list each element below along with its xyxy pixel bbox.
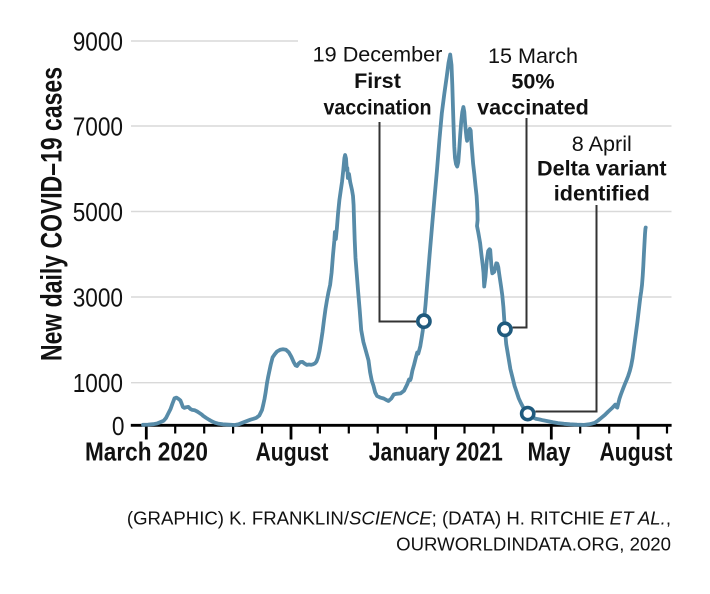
svg-text:May: May (528, 437, 571, 467)
svg-text:9000: 9000 (73, 27, 123, 57)
svg-text:15 March: 15 March (488, 43, 578, 68)
svg-text:August: August (256, 437, 329, 467)
svg-text:50%: 50% (511, 69, 554, 94)
svg-text:OURWORLDINDATA.ORG, 2020: OURWORLDINDATA.ORG, 2020 (396, 534, 671, 555)
svg-text:vaccinated: vaccinated (477, 95, 589, 120)
svg-text:1000: 1000 (73, 368, 123, 398)
svg-text:First: First (354, 68, 401, 93)
svg-text:Delta variant: Delta variant (537, 156, 667, 181)
svg-text:5000: 5000 (73, 197, 123, 227)
svg-text:vaccination: vaccination (324, 95, 432, 120)
svg-text:8 April: 8 April (572, 131, 632, 156)
svg-text:(GRAPHIC) K. FRANKLIN/SCIENCE;: (GRAPHIC) K. FRANKLIN/SCIENCE; (DATA) H.… (127, 508, 671, 529)
svg-text:August: August (600, 437, 673, 467)
svg-text:identified: identified (554, 181, 650, 206)
svg-text:19 December: 19 December (313, 42, 443, 67)
svg-text:January 2021: January 2021 (369, 437, 503, 467)
svg-text:New daily COVID–19 cases: New daily COVID–19 cases (36, 67, 69, 361)
svg-text:March 2020: March 2020 (85, 437, 208, 467)
svg-text:3000: 3000 (73, 283, 123, 313)
svg-text:0: 0 (112, 411, 125, 441)
svg-text:7000: 7000 (73, 112, 123, 142)
